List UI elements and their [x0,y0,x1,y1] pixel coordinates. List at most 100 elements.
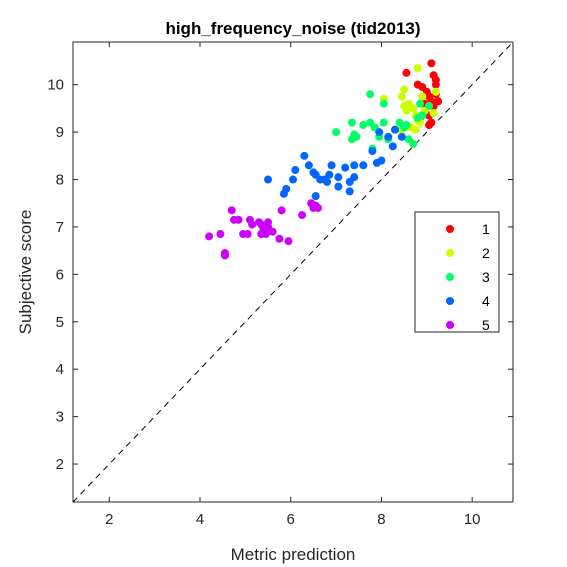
data-point [431,87,440,96]
x-tick-label: 4 [196,511,204,528]
data-point [409,104,418,113]
data-point [345,187,354,196]
x-tick-label: 2 [105,511,113,528]
data-point [264,222,273,231]
data-point [334,182,343,191]
identity-reference-line [72,41,514,503]
x-tick-label: 6 [287,511,295,528]
y-tick-label: 9 [56,124,64,141]
y-axis-title: Subjective score [16,210,35,335]
data-point [391,125,400,134]
y-tick-label: 2 [56,456,64,473]
data-point [291,166,300,175]
x-tick-label: 8 [377,511,385,528]
data-point [323,177,332,186]
data-point [400,85,409,94]
data-point [334,173,343,182]
legend-label: 1 [482,221,490,237]
legend-label: 2 [482,245,490,261]
data-point [234,215,243,224]
y-axis: 2 3 4 5 6 7 8 9 10 [47,77,513,473]
data-point [264,175,273,184]
data-point [418,92,427,101]
legend-marker [446,225,454,233]
data-point [409,139,418,148]
y-tick-label: 10 [47,77,64,94]
data-point [359,161,368,170]
y-tick-label: 3 [56,409,64,426]
data-point [384,132,393,141]
data-point [300,151,309,160]
data-point [205,232,214,241]
legend-label: 3 [482,269,490,285]
data-point [350,161,359,170]
series-5 [205,199,322,260]
legend-marker [446,249,454,257]
data-point [377,156,386,165]
data-point [327,161,336,170]
data-point [416,99,425,108]
data-point [366,90,375,99]
data-point [248,220,257,229]
data-point [431,80,440,89]
data-point [388,142,397,151]
data-point [379,99,388,108]
data-point [427,59,436,68]
data-point [220,251,229,260]
x-axis: 2 4 6 8 10 [105,42,481,528]
data-point [239,230,248,239]
data-point [397,92,406,101]
legend-marker [446,297,454,305]
data-point [425,120,434,129]
legend-label: 5 [482,317,490,333]
y-tick-label: 8 [56,172,64,189]
legend-marker [446,273,454,281]
y-tick-label: 4 [56,361,64,378]
data-point [379,118,388,127]
data-point [411,125,420,134]
legend-marker [446,321,454,329]
data-point [275,234,284,243]
data-point [227,206,236,215]
data-point [298,211,307,220]
data-point [402,120,411,129]
data-point [375,128,384,137]
x-tick-label: 10 [464,511,481,528]
x-axis-title: Metric prediction [231,545,356,564]
data-point [313,203,322,212]
data-point [304,161,313,170]
data-point [368,147,377,156]
legend: 1 2 3 4 5 [414,211,500,333]
data-point [347,135,356,144]
data-point [279,189,288,198]
data-point [347,118,356,127]
data-point [429,109,438,118]
y-tick-label: 7 [56,219,64,236]
data-point [418,111,427,120]
data-point [402,106,411,115]
data-point [413,64,422,73]
chart-title: high_frequency_noise (tid2013) [165,19,420,38]
data-point [277,206,286,215]
data-point [325,170,334,179]
legend-label: 4 [482,293,490,309]
data-point [311,192,320,201]
data-points [205,59,443,260]
data-point [257,230,266,239]
data-point [332,128,341,137]
y-tick-label: 6 [56,266,64,283]
data-point [216,230,225,239]
data-point [284,237,293,246]
data-point [425,102,434,111]
data-point [402,68,411,77]
data-point [341,163,350,172]
data-point [289,175,297,184]
series-4 [264,125,406,201]
data-point [350,173,359,182]
data-point [397,132,406,141]
data-point [359,120,368,129]
y-tick-label: 5 [56,314,64,331]
series-3 [332,90,434,153]
legend-box [414,211,500,333]
